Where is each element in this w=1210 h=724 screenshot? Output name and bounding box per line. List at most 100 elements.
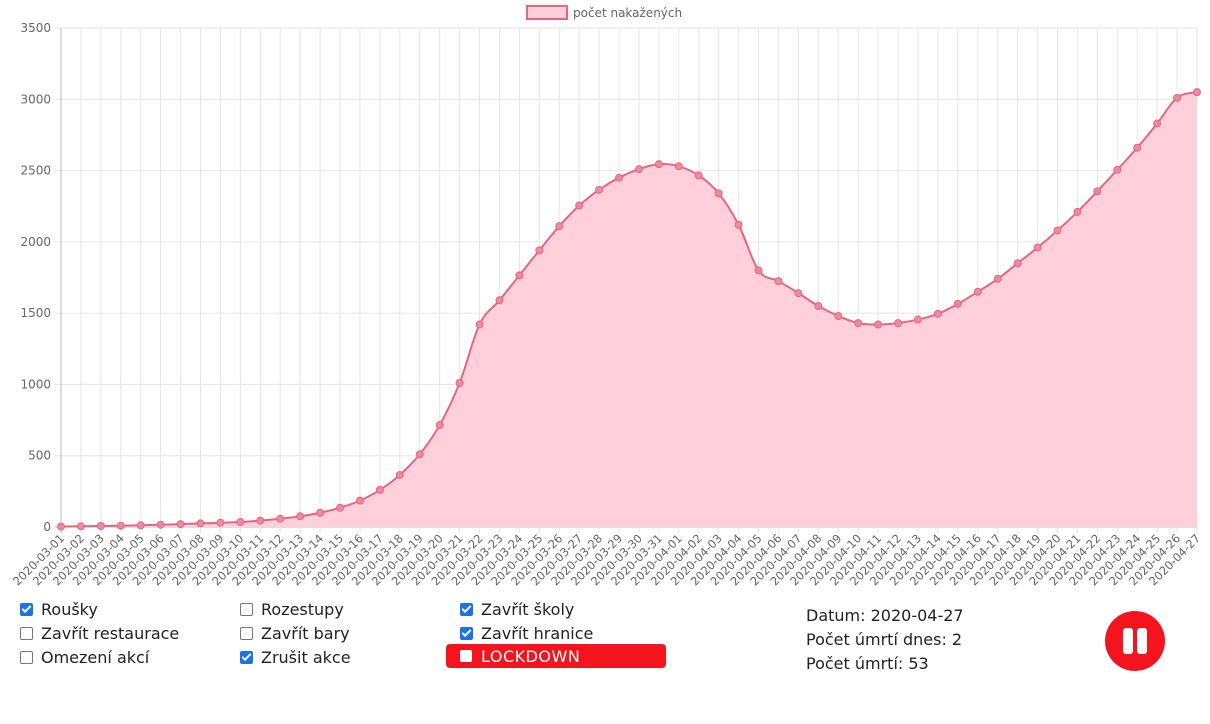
legend-swatch[interactable] [526,5,568,20]
data-point [674,162,683,171]
checkbox-label: Omezení akcí [41,647,150,667]
data-point [1133,143,1142,152]
deaths-today-readout: Počet úmrtí dnes: 2 [806,630,963,649]
checkbox-label: Zavřít školy [481,599,575,619]
data-point [834,311,843,320]
chart-points [57,88,1201,531]
checkbox-box[interactable] [20,650,33,664]
checkbox-label: Zavřít restaurace [41,623,180,643]
data-point [336,503,345,512]
infections-chart: 0 500 1000 1500 2000 2500 3000 3500 2020-03-012… [10,5,1203,588]
data-point [874,320,883,329]
data-point [754,266,763,275]
data-point [595,185,604,194]
data-point [575,201,584,210]
checkbox-label: Rozestupy [261,599,344,619]
data-point [794,289,803,298]
data-point [256,516,265,525]
data-point [894,319,903,328]
lockdown-label: LOCKDOWN [481,646,581,666]
data-point [216,518,225,527]
data-point [375,485,384,494]
data-point [654,160,663,169]
checkbox-box[interactable] [240,602,253,616]
data-point [555,222,564,231]
data-point [535,246,544,255]
data-point [435,421,444,430]
data-point [615,173,624,182]
data-point [415,450,424,459]
data-point [495,296,504,305]
data-point [515,271,524,280]
y-tick-label: 3000 [20,92,51,106]
data-point [156,520,165,529]
legend-label: počet nakažených [573,6,682,20]
data-point [136,521,145,530]
lockdown-checkbox[interactable] [460,650,472,662]
checkbox-zavrit-bary[interactable]: Zavřít bary [240,622,350,644]
checkbox-box[interactable] [240,626,253,640]
checkbox-box[interactable] [240,650,253,664]
data-point [395,470,404,479]
data-point [196,519,205,528]
data-point [953,299,962,308]
data-point [57,522,65,531]
y-tick-label: 1000 [20,377,51,391]
data-point [355,496,364,505]
data-point [76,522,85,531]
data-point [276,514,285,523]
x-axis-ticks: 2020-03-012020-03-022020-03-032020-03-04… [10,531,1203,588]
data-point [913,315,922,324]
data-point [694,171,703,180]
pause-button[interactable] [1105,611,1165,671]
data-point [1113,165,1122,174]
data-point [236,518,245,527]
checkbox-rousky[interactable]: Roušky [20,598,98,620]
data-point [475,320,484,329]
checkbox-box[interactable] [20,626,33,640]
y-tick-label: 3500 [20,21,51,35]
checkbox-label: Roušky [41,599,98,619]
y-tick-label: 2500 [20,164,51,178]
data-point [634,165,643,174]
data-point [1193,88,1201,97]
data-point [1153,119,1162,128]
measures-panel: Roušky Zavřít restaurace Omezení akcí Ro… [16,596,716,676]
stats-panel: Datum: 2020-04-27 Počet úmrtí dnes: 2 Po… [806,604,964,676]
data-point [933,309,942,318]
data-point [96,522,105,531]
checkbox-box[interactable] [20,602,33,616]
checkbox-box[interactable] [460,626,473,640]
data-point [814,302,823,311]
area-fill [61,92,1197,528]
y-tick-label: 0 [43,520,51,534]
chart-area [60,91,1198,528]
deaths-total-readout: Počet úmrtí: 53 [806,654,929,673]
data-point [455,379,464,388]
checkbox-box[interactable] [460,602,473,616]
data-point [1053,226,1062,235]
data-point [116,521,125,530]
checkbox-label: Zrušit akce [261,647,351,667]
data-point [1093,187,1102,196]
data-point [1173,93,1182,102]
data-point [973,287,982,296]
data-point [1013,259,1022,268]
checkbox-omezeni-akci[interactable]: Omezení akcí [20,646,149,668]
checkbox-label: Zavřít hranice [481,623,594,643]
data-point [714,189,723,198]
data-point [1073,207,1082,216]
data-point [854,319,863,328]
checkbox-zavrit-skoly[interactable]: Zavřít školy [460,598,574,620]
y-tick-label: 2000 [20,235,51,249]
data-point [774,277,783,286]
checkbox-zavrit-restaurace[interactable]: Zavřít restaurace [20,622,179,644]
checkbox-rozestupy[interactable]: Rozestupy [240,598,344,620]
data-point [176,520,185,529]
y-tick-label: 1500 [20,306,51,320]
data-point [1033,243,1042,252]
lockdown-button[interactable]: LOCKDOWN [446,644,666,668]
data-point [296,512,305,521]
checkbox-zrusit-akce[interactable]: Zrušit akce [240,646,351,668]
checkbox-zavrit-hranice[interactable]: Zavřít hranice [460,622,593,644]
